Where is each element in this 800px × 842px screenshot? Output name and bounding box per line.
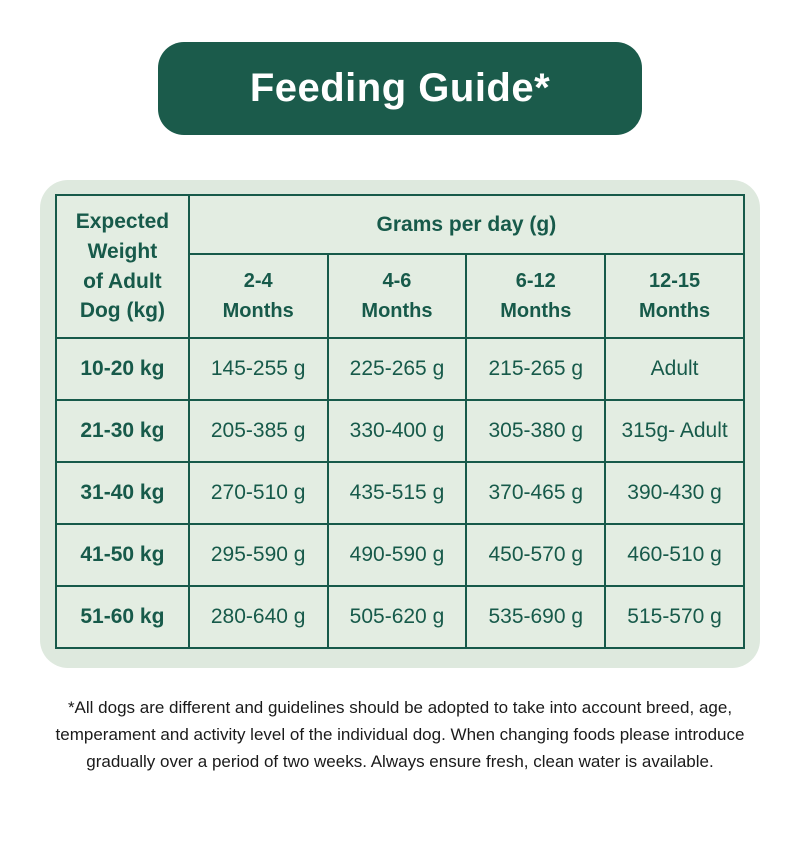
table-row: 51-60 kg 280-640 g 505-620 g 535-690 g 5… — [55, 585, 745, 649]
grams-cell: 460-510 g — [604, 523, 745, 587]
table-header-row-months: 2-4 Months 4-6 Months 6-12 Months 12-15 … — [56, 253, 745, 339]
feeding-guide-table: Expected Weight of Adult Dog (kg) Grams … — [55, 194, 746, 649]
page-title: Feeding Guide* — [249, 66, 551, 110]
weight-range-cell: 10-20 kg — [55, 337, 190, 401]
weight-range-cell: 41-50 kg — [55, 523, 190, 587]
grams-cell: 315g- Adult — [604, 399, 745, 463]
grams-cell: 535-690 g — [465, 585, 607, 649]
weight-range-cell: 31-40 kg — [55, 461, 190, 525]
column-group-header-grams-per-day: Grams per day (g) — [187, 194, 746, 255]
column-header-4-6-months: 4-6 Months — [326, 253, 468, 339]
grams-cell: 450-570 g — [465, 523, 607, 587]
grams-cell: 330-400 g — [326, 399, 468, 463]
grams-cell: 490-590 g — [326, 523, 468, 587]
grams-cell: 270-510 g — [187, 461, 329, 525]
grams-cell: 515-570 g — [604, 585, 745, 649]
grams-cell: 390-430 g — [604, 461, 745, 525]
grams-cell: 215-265 g — [465, 337, 607, 401]
table-row: 31-40 kg 270-510 g 435-515 g 370-465 g 3… — [55, 461, 745, 525]
grams-cell: 145-255 g — [187, 337, 329, 401]
grams-cell: 505-620 g — [326, 585, 468, 649]
column-header-2-4-months: 2-4 Months — [187, 253, 329, 339]
weight-range-cell: 21-30 kg — [55, 399, 190, 463]
grams-cell: 225-265 g — [326, 337, 468, 401]
grams-cell: 280-640 g — [187, 585, 329, 649]
feeding-guide-title-banner: Feeding Guide* — [158, 42, 642, 135]
column-header-12-15-months: 12-15 Months — [604, 253, 745, 339]
grams-cell: 305-380 g — [465, 399, 607, 463]
feeding-table-panel: Expected Weight of Adult Dog (kg) Grams … — [40, 180, 760, 668]
grams-cell: 370-465 g — [465, 461, 607, 525]
table-header-row-group: Expected Weight of Adult Dog (kg) Grams … — [55, 194, 746, 339]
weight-range-cell: 51-60 kg — [55, 585, 190, 649]
grams-cell: 205-385 g — [187, 399, 329, 463]
table-row: 10-20 kg 145-255 g 225-265 g 215-265 g A… — [55, 337, 745, 401]
table-row: 21-30 kg 205-385 g 330-400 g 305-380 g 3… — [55, 399, 745, 463]
table-row: 41-50 kg 295-590 g 490-590 g 450-570 g 4… — [55, 523, 745, 587]
grams-cell: 295-590 g — [187, 523, 329, 587]
column-header-expected-weight: Expected Weight of Adult Dog (kg) — [55, 194, 190, 339]
grams-cell: 435-515 g — [326, 461, 468, 525]
disclaimer-footnote: *All dogs are different and guidelines s… — [55, 698, 745, 772]
column-header-6-12-months: 6-12 Months — [465, 253, 607, 339]
grams-cell: Adult — [604, 337, 745, 401]
